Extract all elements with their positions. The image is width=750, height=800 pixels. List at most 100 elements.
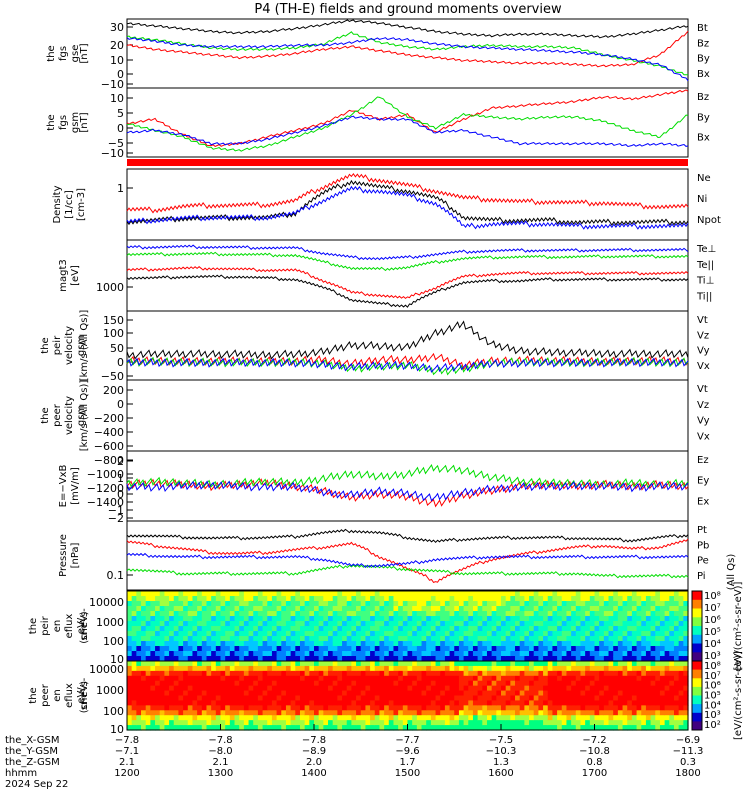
heatmap-cell <box>421 695 427 702</box>
heatmap-cell <box>271 670 278 677</box>
heatmap-cell <box>201 631 208 637</box>
heatmap-cell <box>636 715 642 721</box>
heatmap-cell <box>234 670 240 677</box>
heatmap-cell <box>458 611 465 617</box>
heatmap-cell <box>201 651 208 657</box>
heatmap-cell <box>239 651 245 657</box>
heatmap-cell <box>435 606 441 612</box>
heatmap-cell <box>342 695 348 702</box>
heatmap-cell <box>444 690 451 697</box>
heatmap-cell <box>285 661 292 667</box>
heatmap-cell <box>225 710 231 716</box>
heatmap-cell <box>220 661 226 667</box>
heatmap-cell <box>234 700 240 706</box>
heatmap-cell <box>561 695 568 702</box>
heatmap-cell <box>505 725 511 731</box>
heatmap-cell <box>435 636 441 642</box>
heatmap-cell <box>253 641 259 647</box>
heatmap-cell <box>187 715 194 721</box>
heatmap-cell <box>449 690 455 697</box>
heatmap-cell <box>225 601 231 607</box>
heatmap-cell <box>449 685 455 692</box>
heatmap-cell <box>552 606 558 612</box>
heatmap-cell <box>458 621 465 627</box>
heatmap-cell <box>599 670 605 677</box>
heatmap-cell <box>557 616 563 622</box>
heatmap-cell <box>229 661 236 667</box>
heatmap-cell <box>641 641 647 647</box>
heatmap-cell <box>183 606 189 612</box>
heatmap-cell <box>515 685 521 692</box>
heatmap-cell <box>482 715 488 721</box>
heatmap-cell <box>664 695 670 702</box>
heatmap-cell <box>594 661 600 667</box>
heatmap-cell <box>631 626 638 632</box>
heatmap-cell <box>458 720 465 726</box>
heatmap-cell <box>543 601 549 607</box>
heatmap-cell <box>276 651 282 657</box>
heatmap-cell <box>351 661 357 667</box>
heatmap-cell <box>271 631 278 637</box>
heatmap-cell <box>402 725 409 731</box>
y-axis-label: [nT] <box>79 43 90 63</box>
heatmap-cell <box>449 700 455 706</box>
heatmap-cell <box>444 705 451 711</box>
heatmap-cell <box>664 675 670 682</box>
heatmap-cell <box>683 601 689 607</box>
heatmap-cell <box>267 700 273 706</box>
colorbar-tick-label: 10² <box>704 720 721 731</box>
heatmap-cell <box>491 705 497 711</box>
heatmap-cell <box>206 661 212 667</box>
heatmap-cell <box>608 606 614 612</box>
heatmap-cell <box>421 656 427 662</box>
heatmap-cell <box>585 601 591 607</box>
heatmap-cell <box>435 656 441 662</box>
heatmap-cell <box>220 680 226 687</box>
heatmap-cell <box>351 641 357 647</box>
heatmap-cell <box>337 641 343 647</box>
heatmap-cell <box>678 700 684 706</box>
heatmap-cell <box>519 725 525 731</box>
heatmap-cell <box>454 705 460 711</box>
heatmap-cell <box>571 601 577 607</box>
heatmap-cell <box>571 631 577 637</box>
heatmap-cell <box>463 611 469 617</box>
heatmap-cell <box>491 611 497 617</box>
heatmap-cell <box>678 616 684 622</box>
heatmap-cell <box>141 720 147 726</box>
heatmap-cell <box>472 641 479 647</box>
heatmap-cell <box>328 670 334 677</box>
heatmap-cell <box>276 700 282 706</box>
heatmap-cell <box>645 715 652 721</box>
heatmap-cell <box>659 656 666 662</box>
heatmap-cell <box>225 636 231 642</box>
heatmap-cell <box>332 690 338 697</box>
heatmap-cell <box>477 725 483 731</box>
heatmap-cell <box>299 596 306 602</box>
heatmap-cell <box>472 611 479 617</box>
heatmap-cell <box>145 690 151 697</box>
heatmap-cell <box>398 710 404 716</box>
heatmap-cell <box>683 661 689 667</box>
heatmap-cell <box>136 705 142 711</box>
heatmap-cell <box>155 596 161 602</box>
heatmap-cell <box>533 651 539 657</box>
heatmap-cell <box>155 606 161 612</box>
heatmap-cell <box>398 665 404 672</box>
heatmap-cell <box>285 685 292 692</box>
heatmap-cell <box>206 685 212 692</box>
heatmap-cell <box>183 710 189 716</box>
heatmap-cell <box>449 725 455 731</box>
heatmap-cell <box>281 636 287 642</box>
heatmap-cell <box>496 591 502 597</box>
heatmap-cell <box>627 685 633 692</box>
heatmap-cell <box>262 616 268 622</box>
heatmap-cell <box>585 715 591 721</box>
heatmap-cell <box>543 690 549 697</box>
heatmap-cell <box>543 636 549 642</box>
heatmap-cell <box>421 611 427 617</box>
heatmap-cell <box>529 596 535 602</box>
y-axis-label: velocity <box>64 326 75 365</box>
legend-te: Te|| <box>696 260 714 271</box>
